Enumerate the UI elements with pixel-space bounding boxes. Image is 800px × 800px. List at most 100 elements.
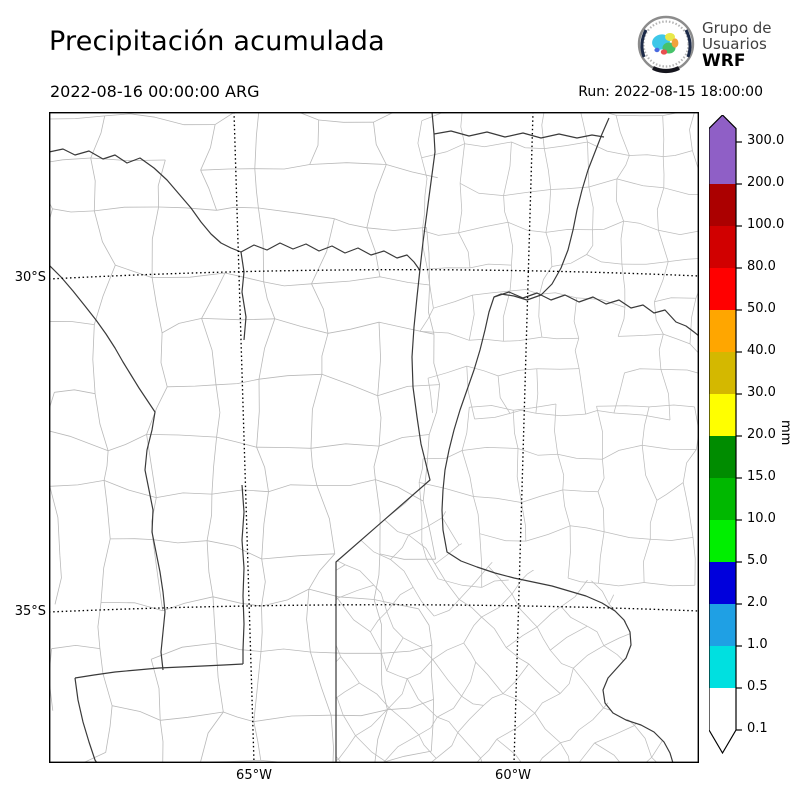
boundary-line xyxy=(616,178,664,189)
boundary-line xyxy=(167,384,217,388)
boundary-line xyxy=(373,584,388,612)
boundary-line xyxy=(308,588,375,600)
boundary-line xyxy=(588,186,594,230)
boundary-line xyxy=(254,168,259,209)
boundary-line xyxy=(461,662,477,697)
boundary-line xyxy=(258,207,335,220)
boundary-line xyxy=(437,696,462,718)
boundary-line xyxy=(596,406,603,460)
boundary-line xyxy=(597,491,605,532)
boundary-line xyxy=(573,667,604,709)
boundary-line xyxy=(557,453,603,460)
boundary-line xyxy=(158,206,217,211)
boundary-line xyxy=(263,281,312,287)
boundary-line xyxy=(214,693,246,724)
colorbar-tick-label: 40.0 xyxy=(747,343,776,358)
boundary-line xyxy=(310,443,380,449)
boundary-line xyxy=(160,332,168,387)
boundary-line xyxy=(602,444,643,460)
boundary-line xyxy=(336,542,346,566)
boundary-line xyxy=(340,656,360,684)
boundary-line xyxy=(536,626,551,651)
boundary-line xyxy=(689,298,697,344)
boundary-line xyxy=(418,608,433,646)
boundary-line xyxy=(320,434,347,463)
boundary-line xyxy=(90,115,106,159)
boundary-line xyxy=(545,229,593,233)
boundary-line xyxy=(226,572,249,597)
boundary-line xyxy=(675,696,699,730)
boundary-line xyxy=(422,434,430,502)
colorbar-extend-over xyxy=(709,115,736,142)
boundary-line xyxy=(616,178,624,222)
colorbar-unit-label: mm xyxy=(778,420,793,446)
boundary-line xyxy=(222,651,242,669)
colorbar-tick-label: 100.0 xyxy=(747,217,785,232)
boundary-line xyxy=(386,637,404,671)
boundary-line xyxy=(342,480,373,490)
boundary-line xyxy=(689,343,699,355)
boundary-line xyxy=(586,229,594,255)
colorbar-tick-label: 80.0 xyxy=(747,259,776,274)
boundary-line xyxy=(151,206,159,278)
boundary-line xyxy=(641,406,650,446)
boundary-line xyxy=(464,141,512,148)
lon-label-65w: 65°W xyxy=(236,768,272,783)
boundary-line xyxy=(260,606,263,652)
boundary-line xyxy=(641,445,658,501)
boundary-line xyxy=(518,313,542,339)
boundary-line xyxy=(115,264,153,278)
map-svg xyxy=(48,111,699,763)
boundary-line xyxy=(654,261,669,302)
boundary-line xyxy=(260,648,311,653)
boundary-line xyxy=(382,480,421,488)
boundary-line xyxy=(549,649,574,669)
boundary-line xyxy=(507,222,514,266)
boundary-line xyxy=(461,695,484,706)
colorbar-tick-label: 0.1 xyxy=(747,721,768,736)
boundary-line xyxy=(466,366,475,420)
boundary-line xyxy=(336,697,338,733)
boundary-line xyxy=(373,553,381,600)
boundary-line xyxy=(550,236,567,254)
boundary-line xyxy=(608,485,626,517)
boundary-line xyxy=(124,622,149,650)
boundary-line xyxy=(292,660,315,685)
boundary-line xyxy=(379,553,436,560)
boundary-line xyxy=(535,368,539,414)
boundary-line xyxy=(311,276,380,285)
colorbar-tick-label: 20.0 xyxy=(747,427,776,442)
boundary-line xyxy=(611,382,633,403)
boundary-line xyxy=(654,297,696,303)
boundary-line xyxy=(220,669,250,702)
boundary-line xyxy=(379,276,430,286)
boundary-line xyxy=(152,272,226,278)
boundary-line xyxy=(388,707,420,736)
boundary-line xyxy=(386,670,408,680)
boundary-line xyxy=(432,642,464,660)
boundary-line xyxy=(318,119,374,123)
boundary-line xyxy=(507,221,546,233)
boundary-line xyxy=(206,540,214,597)
boundary-line xyxy=(657,631,673,659)
boundary-line xyxy=(212,596,217,644)
boundary-line xyxy=(157,159,166,208)
boundary-line xyxy=(427,269,434,309)
boundary-line xyxy=(629,358,657,384)
boundary-line xyxy=(310,448,318,486)
boundary-line xyxy=(104,113,156,118)
boundary-line xyxy=(663,333,691,345)
boundary-line xyxy=(289,505,325,543)
boundary-line xyxy=(596,405,650,408)
boundary-line xyxy=(578,707,604,731)
boundary-line xyxy=(316,479,376,486)
colorbar-segment xyxy=(709,394,736,436)
boundary-line xyxy=(642,444,697,450)
boundary-line xyxy=(427,284,435,335)
boundary-line xyxy=(521,502,527,542)
boundary-line xyxy=(505,647,529,665)
boundary-line xyxy=(584,515,609,528)
boundary-line xyxy=(321,333,329,375)
boundary-line xyxy=(93,264,116,325)
santafe-west-boundary-path xyxy=(335,112,436,763)
